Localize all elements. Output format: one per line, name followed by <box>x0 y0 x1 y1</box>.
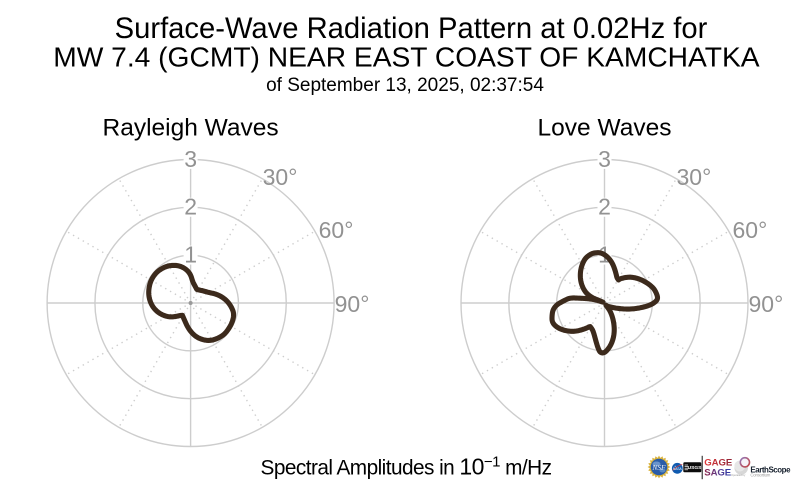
svg-text:30°: 30° <box>677 164 712 190</box>
svg-text:Spectral Amplitudes in 10−1 m/: Spectral Amplitudes in 10−1 m/Hz <box>261 453 552 480</box>
svg-text:MW 7.4 (GCMT) NEAR EAST COAST: MW 7.4 (GCMT) NEAR EAST COAST OF KAMCHAT… <box>53 40 760 72</box>
svg-text:3: 3 <box>598 146 611 172</box>
svg-text:90°: 90° <box>335 291 370 317</box>
svg-text:Love Waves: Love Waves <box>538 115 672 142</box>
svg-text:90°: 90° <box>749 291 784 317</box>
svg-text:2: 2 <box>598 194 611 220</box>
svg-text:Consortium: Consortium <box>750 473 770 478</box>
svg-text:Operated by: Operated by <box>731 473 746 477</box>
svg-text:Surface-Wave Radiation Pattern: Surface-Wave Radiation Pattern at 0.02Hz… <box>115 13 708 45</box>
svg-text:30°: 30° <box>263 164 298 190</box>
svg-text:of September 13, 2025, 02:37:5: of September 13, 2025, 02:37:54 <box>266 75 544 96</box>
svg-text:1: 1 <box>184 242 197 268</box>
svg-text:SAGE: SAGE <box>704 467 731 478</box>
svg-text:USGS: USGS <box>688 465 703 471</box>
svg-text:GAGE: GAGE <box>704 457 733 468</box>
svg-text:3: 3 <box>184 146 197 172</box>
svg-text:60°: 60° <box>733 217 768 243</box>
svg-text:NSF: NSF <box>651 463 666 472</box>
svg-text:60°: 60° <box>319 217 354 243</box>
svg-text:2: 2 <box>184 194 197 220</box>
svg-text:Rayleigh Waves: Rayleigh Waves <box>103 115 279 142</box>
svg-text:NASA: NASA <box>673 467 683 471</box>
svg-text:EarthScope: EarthScope <box>750 466 791 475</box>
